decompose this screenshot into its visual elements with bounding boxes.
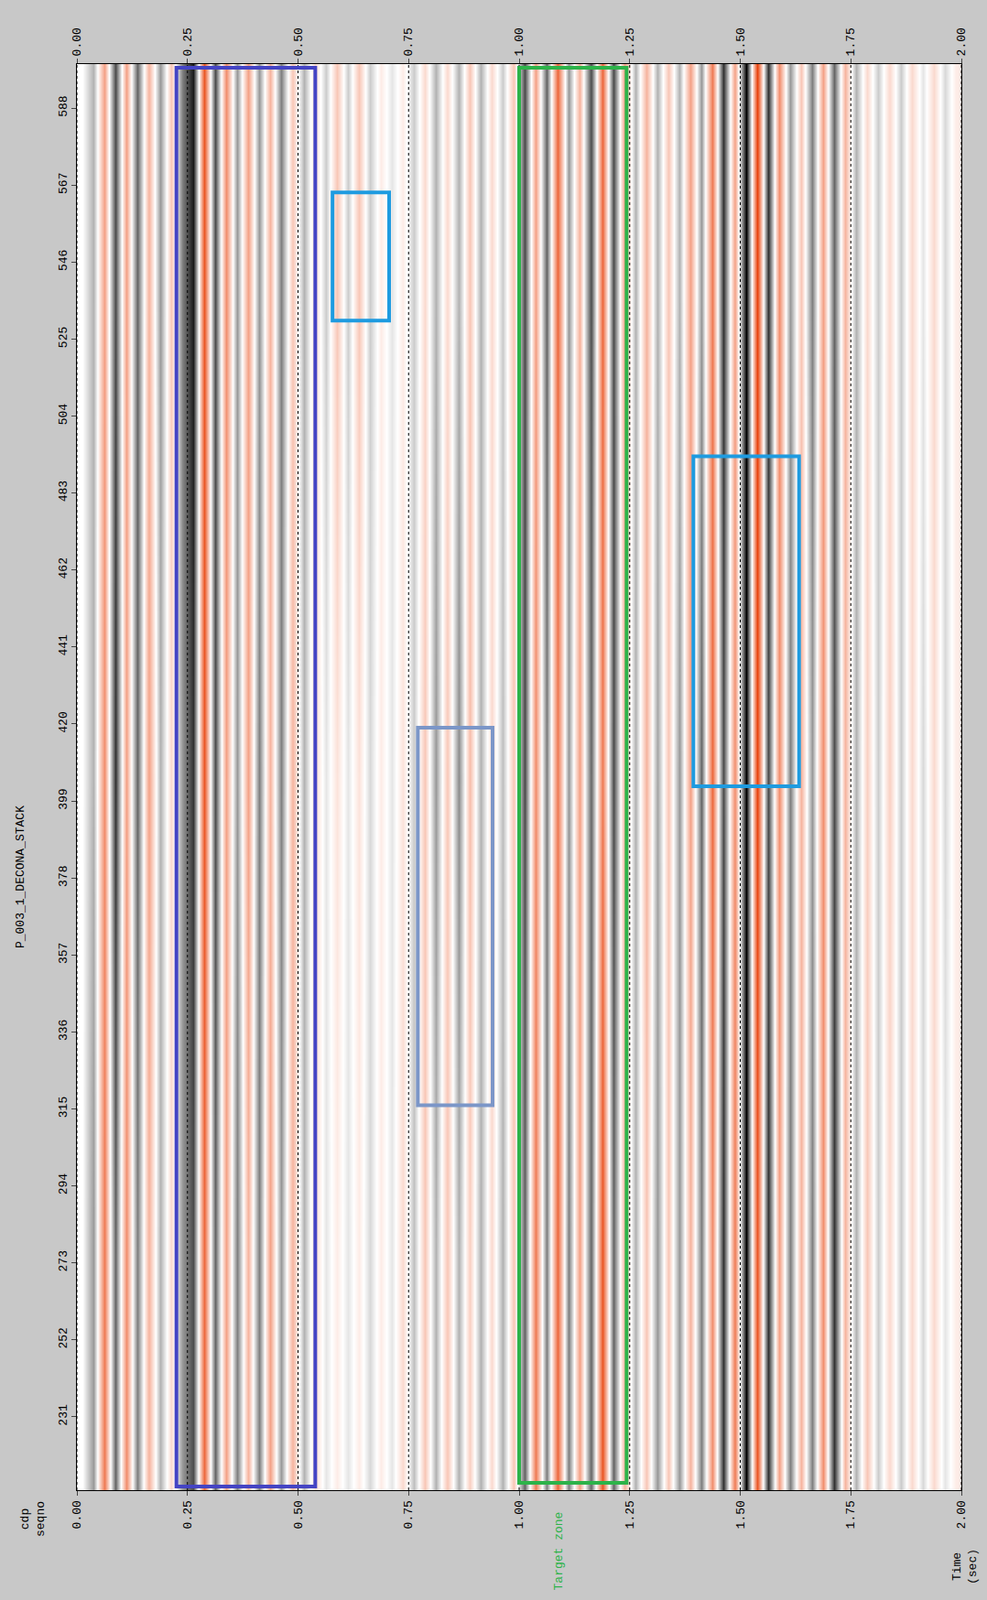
svg-text:1.00: 1.00	[512, 27, 527, 56]
svg-text:420: 420	[56, 711, 71, 733]
svg-text:357: 357	[56, 943, 71, 965]
svg-text:525: 525	[56, 326, 71, 348]
svg-text:0.25: 0.25	[181, 27, 196, 56]
svg-text:0.75: 0.75	[401, 1500, 416, 1530]
svg-text:1.50: 1.50	[734, 27, 749, 56]
svg-text:1.25: 1.25	[623, 27, 638, 56]
svg-text:cdpseqno: cdpseqno	[18, 1501, 48, 1538]
svg-text:315: 315	[56, 1096, 71, 1118]
svg-text:0.75: 0.75	[401, 27, 416, 56]
svg-text:546: 546	[56, 249, 71, 272]
svg-text:462: 462	[56, 557, 71, 579]
svg-text:483: 483	[56, 480, 71, 502]
svg-text:0.50: 0.50	[292, 1500, 306, 1530]
svg-text:588: 588	[56, 95, 71, 117]
svg-text:P_003_1_DECONA_STACK: P_003_1_DECONA_STACK	[13, 805, 28, 949]
svg-text:Target zone: Target zone	[552, 1512, 566, 1592]
svg-text:378: 378	[56, 865, 71, 887]
svg-text:1.75: 1.75	[844, 1500, 858, 1530]
svg-text:294: 294	[56, 1173, 71, 1196]
svg-text:1.75: 1.75	[844, 27, 858, 56]
svg-text:336: 336	[56, 1019, 71, 1042]
svg-text:399: 399	[56, 788, 71, 810]
svg-text:0.00: 0.00	[70, 1500, 85, 1530]
svg-text:231: 231	[56, 1404, 71, 1427]
svg-text:0.50: 0.50	[292, 27, 306, 56]
svg-text:273: 273	[56, 1250, 71, 1272]
svg-text:2.00: 2.00	[954, 27, 969, 56]
svg-text:441: 441	[56, 634, 71, 657]
svg-text:1.25: 1.25	[623, 1500, 638, 1530]
svg-text:1.50: 1.50	[734, 1500, 749, 1530]
svg-text:1.00: 1.00	[512, 1500, 527, 1530]
svg-text:0.25: 0.25	[181, 1500, 196, 1530]
svg-text:252: 252	[56, 1327, 71, 1349]
svg-text:567: 567	[56, 173, 71, 195]
svg-text:2.00: 2.00	[954, 1500, 969, 1530]
svg-text:Time(sec): Time(sec)	[950, 1549, 980, 1585]
svg-text:504: 504	[56, 403, 71, 426]
svg-text:0.00: 0.00	[70, 27, 85, 56]
